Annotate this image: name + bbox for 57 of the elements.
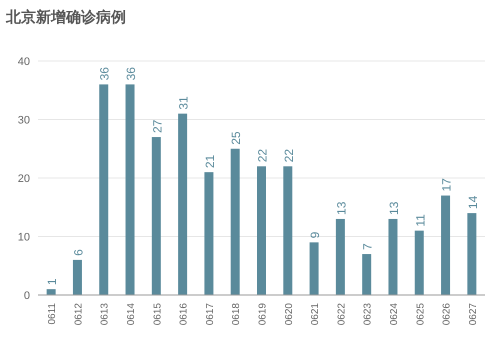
x-tick-label: 0622 [336, 302, 348, 326]
x-tick-label: 0619 [258, 302, 268, 326]
y-tick-label: 30 [18, 114, 30, 126]
x-tick-label: 0616 [178, 302, 190, 326]
bar [152, 137, 161, 295]
data-label: 22 [282, 148, 296, 162]
bar [467, 213, 476, 295]
y-tick-label: 10 [18, 232, 30, 244]
x-tick-label: 0617 [204, 302, 216, 326]
data-label: 9 [308, 231, 322, 238]
bar [204, 172, 214, 295]
data-label: 13 [386, 201, 401, 215]
data-label: 7 [360, 243, 375, 250]
bar [230, 148, 240, 295]
bar [283, 166, 292, 295]
x-tick-label: 0614 [126, 302, 138, 326]
x-tick-label: 0613 [100, 302, 111, 326]
bar [178, 114, 188, 295]
y-tick-label: 0 [24, 290, 30, 302]
bar [414, 230, 424, 295]
data-label: 27 [150, 119, 164, 134]
data-label: 36 [124, 66, 138, 80]
x-tick-label: 0623 [362, 302, 374, 326]
data-label: 36 [98, 66, 112, 80]
data-label: 31 [176, 96, 191, 110]
bar [257, 166, 266, 295]
x-tick-label: 0615 [152, 302, 164, 326]
x-tick-label: 0621 [310, 302, 322, 326]
x-tick-label: 0612 [73, 302, 84, 326]
bar [336, 218, 345, 295]
bar [99, 84, 108, 295]
y-tick-label: 40 [18, 56, 30, 68]
data-label: 6 [71, 248, 86, 256]
x-tick-label: 0618 [231, 302, 242, 326]
data-label: 22 [256, 148, 270, 162]
bar [310, 242, 319, 295]
data-label: 1 [45, 278, 60, 286]
x-tick-label: 0624 [388, 302, 400, 326]
chart-title: 北京新增确诊病例 [5, 8, 126, 26]
x-tick-label: 0620 [284, 302, 295, 326]
bar [388, 218, 398, 295]
data-label: 11 [413, 214, 428, 227]
data-label: 25 [229, 131, 244, 145]
bar [362, 254, 372, 295]
data-label: 14 [466, 195, 480, 210]
y-tick-label: 20 [18, 173, 30, 185]
x-tick-label: 0611 [47, 302, 58, 325]
data-label: 21 [202, 154, 217, 168]
data-label: 13 [334, 201, 348, 215]
x-tick-label: 0627 [468, 302, 479, 326]
bar [46, 289, 56, 295]
bar [72, 260, 82, 295]
data-label: 17 [440, 178, 454, 192]
bar [441, 196, 450, 295]
x-tick-label: 0626 [442, 302, 453, 326]
x-tick-label: 0625 [415, 302, 426, 326]
bar [126, 84, 135, 295]
